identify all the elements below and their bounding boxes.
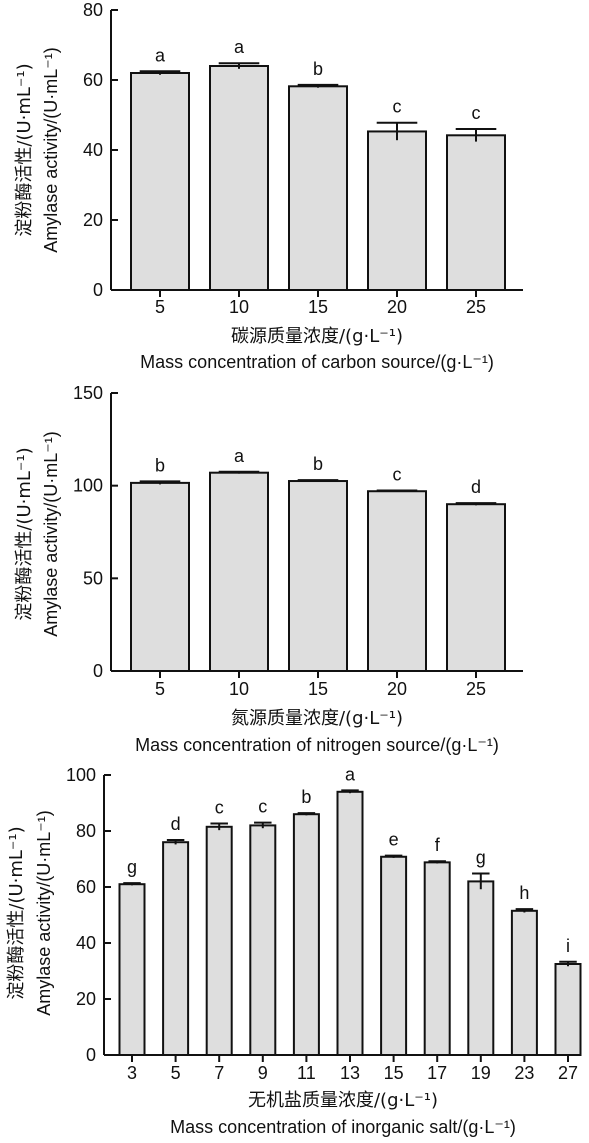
x-tick-label: 19 [471,1063,491,1083]
y-tick-label: 80 [76,821,96,841]
x-tick-label: 9 [258,1063,268,1083]
significance-label: a [234,446,245,466]
significance-label: e [389,830,399,850]
significance-label: c [393,464,402,484]
x-tick-label: 20 [387,679,407,699]
x-tick-label: 7 [214,1063,224,1083]
significance-label: c [393,97,402,117]
y-tick-label: 20 [83,210,103,230]
bar-20 [367,490,427,672]
x-tick-label: 10 [229,297,249,317]
x-tick-label: 15 [384,1063,404,1083]
y-axis-title-cn: 淀粉酶活性/(U·mL⁻¹) [14,447,35,620]
x-tick-label: 5 [155,297,165,317]
x-tick-label: 15 [308,297,328,317]
y-tick-label: 0 [93,661,103,681]
y-tick-label: 100 [73,476,103,496]
significance-label: g [127,857,137,877]
bar-10 [209,65,269,291]
bar-10 [209,471,269,673]
x-tick-label: 10 [229,679,249,699]
significance-label: b [313,454,323,474]
x-axis-title-en: Mass concentration of nitrogen source/(g… [135,735,499,755]
y-axis-title-cn: 淀粉酶活性/(U·mL⁻¹) [14,63,35,236]
significance-label: a [155,45,166,65]
bar-5 [162,841,190,1056]
bar-15 [288,85,348,291]
x-axis-title-en: Mass concentration of carbon source/(g·L… [140,352,494,372]
significance-label: d [471,477,481,497]
bar-9 [249,824,277,1057]
bar-7 [205,825,233,1056]
significance-label: d [171,814,181,834]
y-axis-title-cn: 淀粉酶活性/(U·mL⁻¹) [6,826,27,999]
chart-inorganic-salt: 0 20 40 60 80 100 g 3 d 5 c 7 c 9 b 11 a 13 e 15 f 17 g 19 h 23 i 2… [6,764,582,1137]
significance-label: a [345,764,356,784]
significance-label: f [435,835,441,855]
x-tick-label: 5 [155,679,165,699]
x-axis-title-cn: 碳源质量浓度/(g·L⁻¹) [231,326,403,347]
x-tick-label: 5 [171,1063,181,1083]
bar-5 [130,72,190,291]
chart-carbon-source: 0 20 40 60 80 a 5 a 10 b 15 c 20 c 25 碳源质量浓度/(g·L⁻¹) Mas… [14,0,523,372]
significance-label: b [301,787,311,807]
significance-label: b [313,59,323,79]
x-tick-label: 23 [514,1063,534,1083]
x-axis-title-cn: 无机盐质量浓度/(g·L⁻¹) [248,1090,438,1111]
x-tick-label: 20 [387,297,407,317]
bar-11 [292,813,320,1057]
x-tick-label: 3 [127,1063,137,1083]
significance-label: i [566,936,570,956]
x-tick-label: 15 [308,679,328,699]
bar-17 [423,861,451,1056]
significance-label: b [155,455,165,475]
bar-25 [446,503,506,672]
significance-label: c [472,103,481,123]
bar-15 [288,480,348,672]
bar-25 [446,134,506,291]
bar-3 [118,883,146,1056]
significance-label: g [476,848,486,868]
chart-nitrogen-source: 0 50 100 150 b 5 a 10 b 15 c 20 d 25 氮源质量浓度/(g·L⁻¹) Mas… [14,383,523,755]
x-tick-label: 11 [297,1063,316,1083]
y-tick-label: 0 [86,1045,96,1065]
bar-19 [467,880,495,1057]
y-tick-label: 60 [76,877,96,897]
x-tick-label: 25 [466,297,486,317]
significance-label: c [215,797,224,817]
y-tick-label: 60 [83,70,103,90]
significance-label: a [234,37,245,57]
y-tick-label: 80 [83,0,103,20]
bar-15 [380,855,408,1057]
x-tick-label: 25 [466,679,486,699]
x-tick-label: 17 [427,1063,447,1083]
y-axis-title-en: Amylase activity/(U·mL⁻¹) [41,431,61,637]
x-axis-title-cn: 氮源质量浓度/(g·L⁻¹) [231,708,403,729]
bar-27 [554,963,582,1056]
bar-13 [336,790,364,1057]
y-tick-label: 20 [76,989,96,1009]
bar-5 [130,481,190,672]
x-axis-title-en: Mass concentration of inorganic salt/(g·… [170,1117,516,1137]
y-tick-label: 40 [83,140,103,160]
significance-label: c [258,797,267,817]
y-axis-title-en: Amylase activity/(U·mL⁻¹) [41,47,61,253]
x-tick-label: 27 [558,1063,578,1083]
y-tick-label: 40 [76,933,96,953]
y-tick-label: 0 [93,280,103,300]
y-tick-label: 150 [73,383,103,403]
bar-20 [367,130,427,291]
significance-label: h [519,883,529,903]
y-axis-title-en: Amylase activity/(U·mL⁻¹) [34,810,54,1016]
y-tick-label: 100 [66,765,96,785]
y-tick-label: 50 [83,568,103,588]
bar-23 [510,909,538,1056]
x-tick-label: 13 [340,1063,360,1083]
